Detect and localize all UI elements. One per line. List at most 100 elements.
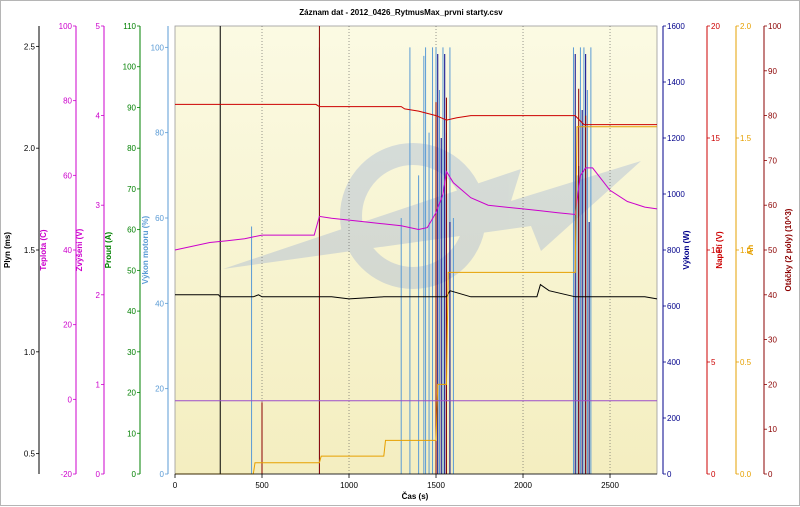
axis-tick-label: 5 xyxy=(96,22,101,31)
axis-tick-label: 0.0 xyxy=(740,470,752,479)
axis-tick-label: 1400 xyxy=(667,78,685,87)
x-tick-label: 500 xyxy=(255,481,269,490)
axis-tick-label: 20 xyxy=(768,380,777,389)
right-axis-ah: 0.0 0.5 1.0 1.5 2.0 Ah xyxy=(735,22,755,479)
axis-tick-label: 30 xyxy=(127,348,136,357)
axis-tick-label: 40 xyxy=(127,307,136,316)
axis-tick-label: 1 xyxy=(96,380,101,389)
right-axis-otacky: 0 10 20 30 40 50 60 70 80 90 100 Otáčky (2 póly) (1… xyxy=(763,22,793,479)
axis-tick-label: 10 xyxy=(711,246,720,255)
axis-tick-label: 1600 xyxy=(667,22,685,31)
axis-tick-label: 3 xyxy=(96,201,101,210)
watermark-ring xyxy=(340,143,486,289)
watermark-swoosh xyxy=(223,161,641,269)
axis-tick-label: 80 xyxy=(63,97,72,106)
axis-tick-label: 60 xyxy=(155,214,164,223)
axis-tick-label: 2.0 xyxy=(740,22,752,31)
axis-tick-label: 2 xyxy=(96,291,101,300)
axis-tick-label: 0 xyxy=(160,470,165,479)
axis-title: Otáčky (2 póly) (10^3) xyxy=(784,208,793,291)
axis-tick-label: 100 xyxy=(151,43,165,52)
axis-tick-label: 70 xyxy=(768,156,777,165)
axis-tick-label: 50 xyxy=(768,246,777,255)
axis-tick-label: 1.5 xyxy=(740,134,752,143)
series-line-plyn xyxy=(175,283,658,300)
axis-tick-label: 50 xyxy=(127,266,136,275)
axis-tick-label: 200 xyxy=(667,414,681,423)
axis-tick-label: 100 xyxy=(59,22,73,31)
axis-tick-label: 0 xyxy=(711,470,716,479)
axis-tick-label: 30 xyxy=(768,336,777,345)
axis-tick-label: 80 xyxy=(155,129,164,138)
axis-tick-label: 10 xyxy=(768,425,777,434)
axis-tick-label: 0 xyxy=(96,470,101,479)
axis-tick-label: 20 xyxy=(127,389,136,398)
axis-tick-label: 800 xyxy=(667,246,681,255)
axis-tick-label: 20 xyxy=(155,385,164,394)
x-tick-label: 1500 xyxy=(427,481,445,490)
axis-tick-label: 0 xyxy=(768,470,773,479)
series-line-teplota xyxy=(174,167,658,251)
axis-tick-label: 60 xyxy=(127,226,136,235)
axis-tick-label: 0 xyxy=(68,395,73,404)
x-tick-label: 0 xyxy=(173,481,178,490)
axis-tick-label: 20 xyxy=(711,22,720,31)
axis-title: Teplota (C) xyxy=(39,229,48,271)
axis-tick-label: 400 xyxy=(667,358,681,367)
series-line-napeti xyxy=(175,103,657,126)
x-tick-label: 2500 xyxy=(601,481,619,490)
axis-tick-label: 90 xyxy=(127,103,136,112)
axis-tick-label: 600 xyxy=(667,302,681,311)
axis-title: Výkon motoru (%) xyxy=(141,215,150,284)
axis-tick-label: 80 xyxy=(127,144,136,153)
watermark-logo xyxy=(223,143,641,289)
axis-tick-label: 100 xyxy=(768,22,782,31)
x-axis-label: Čas (s) xyxy=(402,492,429,501)
axis-tick-label: 0.5 xyxy=(740,358,752,367)
axis-tick-label: 40 xyxy=(155,299,164,308)
axis-tick-label: 0 xyxy=(667,470,672,479)
axis-tick-label: 40 xyxy=(63,246,72,255)
right-axis-napeti: 0 5 10 15 20 Napětí (V) xyxy=(706,22,724,479)
x-tick-label: 2000 xyxy=(514,481,532,490)
axis-tick-label: 70 xyxy=(127,185,136,194)
axis-tick-label: 100 xyxy=(123,63,137,72)
axis-title: Výkon (W) xyxy=(682,230,691,269)
axis-tick-label: 1.0 xyxy=(24,348,36,357)
axis-tick-label: 20 xyxy=(63,321,72,330)
chart-title: Záznam dat - 2012_0426_RytmusMax_prvni s… xyxy=(299,8,503,17)
axis-tick-label: 1.5 xyxy=(24,246,36,255)
axis-title: Proud (A) xyxy=(104,231,113,268)
axis-tick-label: -20 xyxy=(60,470,72,479)
x-axis: 0 500 1000 1500 2000 2500 xyxy=(173,473,657,490)
plot-background xyxy=(174,25,658,475)
axis-tick-label: 80 xyxy=(768,112,777,121)
axis-tick-label: 1000 xyxy=(667,190,685,199)
axis-tick-label: 2.5 xyxy=(24,42,36,51)
left-axis-teplota: -20 0 20 40 60 80 100 Teplota (C) xyxy=(39,22,77,479)
spike-series-2 xyxy=(261,26,587,474)
axis-tick-label: 5 xyxy=(711,358,716,367)
left-axis-vykon_motoru: 0 20 40 60 80 100 Výkon motoru (%) xyxy=(141,26,169,479)
axis-tick-label: 1.0 xyxy=(740,246,752,255)
left-axis-plyn: 0.5 1.0 1.5 2.0 2.5 Plyn (ms) xyxy=(3,26,40,474)
axis-tick-label: 0.5 xyxy=(24,450,36,459)
axis-tick-label: 0 xyxy=(132,470,137,479)
right-axis-vykon: 0 200 400 600 800 1000 1200 1400 1600 Výkon (W) xyxy=(662,22,691,479)
x-tick-label: 1000 xyxy=(340,481,358,490)
plot-area xyxy=(174,25,658,475)
left-axis-proud: 0 10 20 30 40 50 60 70 80 90 100 110 Proud (A) xyxy=(104,22,141,479)
axis-title: Ah xyxy=(746,245,755,256)
axis-tick-label: 60 xyxy=(768,201,777,210)
axis-title: Napětí (V) xyxy=(715,231,724,269)
axis-tick-label: 40 xyxy=(768,291,777,300)
axis-tick-label: 1200 xyxy=(667,134,685,143)
axis-tick-label: 4 xyxy=(96,112,101,121)
axis-tick-label: 10 xyxy=(127,429,136,438)
axis-tick-label: 90 xyxy=(768,67,777,76)
axis-title: Plyn (ms) xyxy=(3,232,12,268)
axis-tick-label: 15 xyxy=(711,134,720,143)
axis-title: Zvýšení (V) xyxy=(75,228,84,271)
